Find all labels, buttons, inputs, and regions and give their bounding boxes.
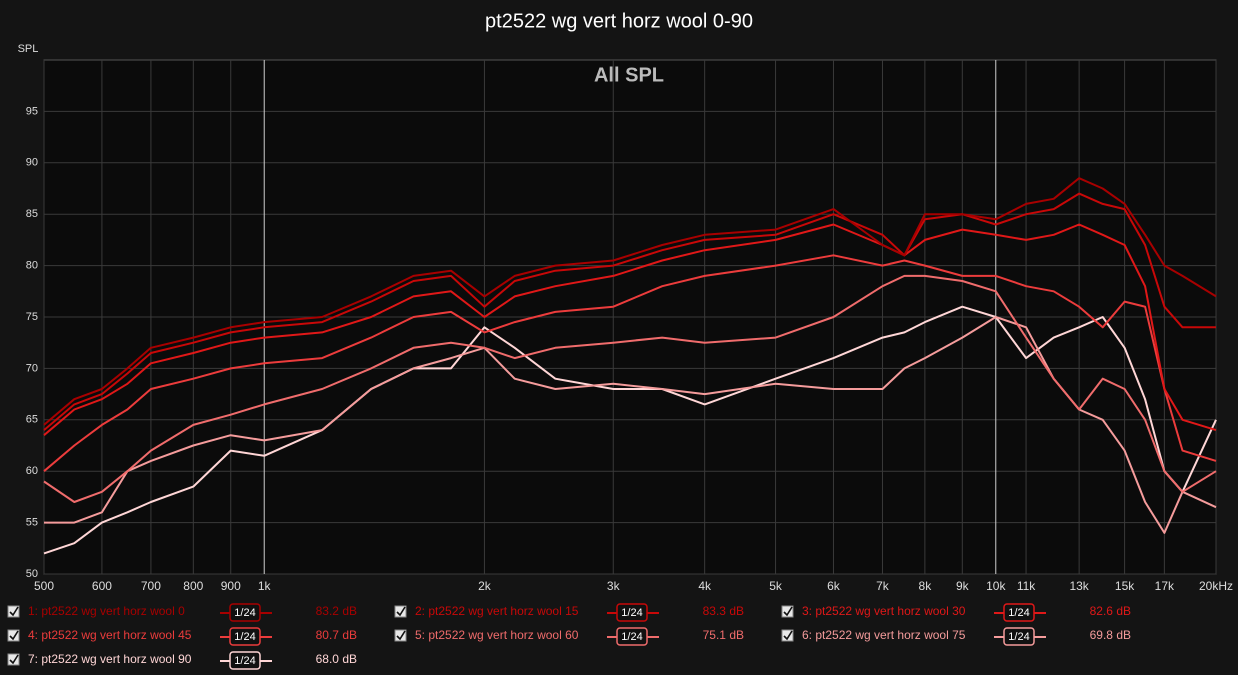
x-tick-label: 900 xyxy=(221,579,241,593)
legend-entry[interactable]: 4: pt2522 wg vert horz wool 45 1/24 80.7 d… xyxy=(7,627,357,646)
chart-title: pt2522 wg vert horz wool 0-90 xyxy=(485,10,753,32)
legend-label: 7: pt2522 wg vert horz wool 90 xyxy=(28,652,192,666)
y-tick-label: 50 xyxy=(26,568,38,580)
x-tick-label: 8k xyxy=(919,579,933,593)
legend-smoothing: 1/24 xyxy=(621,631,642,643)
x-tick-label: 800 xyxy=(183,579,203,593)
x-tick-label: 2k xyxy=(478,579,492,593)
x-tick-label: 9k xyxy=(956,579,970,593)
x-tick-label: 500 xyxy=(34,579,54,593)
legend-checkbox[interactable] xyxy=(7,605,20,618)
x-tick-label: 5k xyxy=(769,579,783,593)
x-tick-label: 3k xyxy=(607,579,621,593)
legend-smoothing: 1/24 xyxy=(234,607,255,619)
annotation: All SPL xyxy=(594,64,664,86)
legend-checkbox[interactable] xyxy=(7,653,20,666)
legend-level: 80.7 dB xyxy=(316,628,357,642)
x-tick-label: 10k xyxy=(986,579,1006,593)
legend-smoothing: 1/24 xyxy=(234,655,255,667)
legend-entry[interactable]: 5: pt2522 wg vert horz wool 60 1/24 75.1 d… xyxy=(394,627,744,646)
series-line xyxy=(43,223,1217,436)
legend-label: 6: pt2522 wg vert horz wool 75 xyxy=(802,628,966,642)
legend-smoothing-box[interactable] xyxy=(229,627,261,646)
legend-smoothing-box[interactable] xyxy=(616,603,648,622)
legend-entry[interactable]: 6: pt2522 wg vert horz wool 75 1/24 69.8 d… xyxy=(781,627,1131,646)
legend-smoothing-box[interactable] xyxy=(1003,627,1035,646)
legend-entry[interactable]: 7: pt2522 wg vert horz wool 90 1/24 68.0 d… xyxy=(7,651,357,670)
x-tick-label: 13k xyxy=(1069,579,1089,593)
legend-check xyxy=(783,630,793,641)
legend-level: 82.6 dB xyxy=(1090,604,1131,618)
legend-checkbox[interactable] xyxy=(781,605,794,618)
y-tick-label: 80 xyxy=(26,260,38,272)
y-tick-label: 75 xyxy=(26,311,38,323)
legend-label: 2: pt2522 wg vert horz wool 15 xyxy=(415,604,579,618)
legend-check xyxy=(9,606,19,617)
y-tick-label: 95 xyxy=(26,105,38,117)
legend-smoothing: 1/24 xyxy=(621,607,642,619)
x-tick-label: 15k xyxy=(1115,579,1135,593)
series-line xyxy=(43,305,1217,555)
grid xyxy=(43,60,1217,575)
x-tick-label: 7k xyxy=(876,579,890,593)
x-tick-label: 600 xyxy=(92,579,112,593)
x-tick-label: 20kHz xyxy=(1199,579,1233,593)
series-line xyxy=(43,254,1217,472)
legend-check xyxy=(783,606,793,617)
legend-label: 4: pt2522 wg vert horz wool 45 xyxy=(28,628,192,642)
axes: 50 55 60 65 70 75 80 85 90 95 500 600 700 800 900 1k 2k 3… xyxy=(26,105,1233,593)
legend-level: 83.2 dB xyxy=(316,604,357,618)
legend-entry[interactable]: 2: pt2522 wg vert horz wool 15 1/24 83.3 d… xyxy=(394,603,744,622)
legend-smoothing: 1/24 xyxy=(1008,607,1029,619)
legend-checkbox[interactable] xyxy=(394,629,407,642)
legend-smoothing-box[interactable] xyxy=(616,627,648,646)
y-tick-label: 60 xyxy=(26,465,38,477)
y-tick-label: 90 xyxy=(26,157,38,169)
legend-checkbox[interactable] xyxy=(7,629,20,642)
legend-level: 83.3 dB xyxy=(703,604,744,618)
legend: 1: pt2522 wg vert horz wool 0 1/24 83.2 dB… xyxy=(7,603,1131,670)
y-tick-label: 65 xyxy=(26,414,38,426)
legend-entry[interactable]: 1: pt2522 wg vert horz wool 0 1/24 83.2 dB xyxy=(7,603,357,622)
legend-level: 69.8 dB xyxy=(1090,628,1131,642)
legend-check xyxy=(396,606,406,617)
legend-check xyxy=(9,630,19,641)
legend-check xyxy=(9,654,19,665)
legend-smoothing: 1/24 xyxy=(234,631,255,643)
legend-smoothing: 1/24 xyxy=(1008,631,1029,643)
x-tick-label: 17k xyxy=(1155,579,1175,593)
series-line xyxy=(43,177,1217,426)
legend-smoothing-box[interactable] xyxy=(229,651,261,670)
legend-entry[interactable]: 3: pt2522 wg vert horz wool 30 1/24 82.6 d… xyxy=(781,603,1131,622)
legend-smoothing-box[interactable] xyxy=(229,603,261,622)
x-tick-label: 6k xyxy=(827,579,841,593)
y-axis-label: SPL xyxy=(18,43,39,55)
x-tick-label: 11k xyxy=(1017,579,1036,593)
y-tick-label: 70 xyxy=(26,362,38,374)
legend-checkbox[interactable] xyxy=(781,629,794,642)
x-tick-label: 1k xyxy=(258,579,272,593)
legend-level: 75.1 dB xyxy=(703,628,744,642)
x-tick-label: 700 xyxy=(141,579,161,593)
lines xyxy=(43,177,1217,555)
legend-level: 68.0 dB xyxy=(316,652,357,666)
series-line xyxy=(43,274,1217,503)
legend-label: 1: pt2522 wg vert horz wool 0 xyxy=(28,604,185,618)
series-line xyxy=(43,192,1216,431)
legend-checkbox[interactable] xyxy=(394,605,407,618)
legend-label: 3: pt2522 wg vert horz wool 30 xyxy=(802,604,966,618)
legend-check xyxy=(396,630,406,641)
y-tick-label: 55 xyxy=(26,517,38,529)
series-line xyxy=(44,316,1217,534)
x-tick-label: 4k xyxy=(698,579,712,593)
legend-label: 5: pt2522 wg vert horz wool 60 xyxy=(415,628,579,642)
legend-smoothing-box[interactable] xyxy=(1003,603,1035,622)
y-tick-label: 85 xyxy=(26,208,38,220)
